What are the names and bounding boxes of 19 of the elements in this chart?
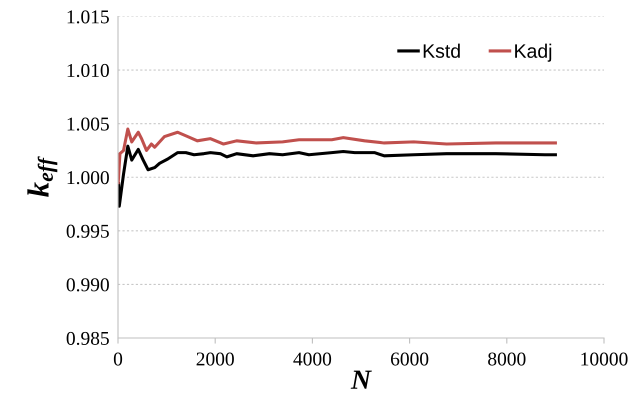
y-tick-label: 1.015: [68, 10, 109, 24]
line-series: [118, 144, 557, 208]
legend-label: Kstd: [424, 44, 460, 58]
x-tick-label: 6000: [390, 352, 428, 366]
x-axis-title: N: [350, 370, 372, 389]
y-tick-label: 0.990: [66, 278, 109, 292]
y-tick-label: 0.995: [66, 224, 109, 238]
y-axis-title: k$_{eff}$: [27, 156, 58, 197]
y-tick-label: 1.010: [68, 64, 109, 78]
x-tick-label: 0: [114, 352, 122, 366]
line-series: [118, 127, 557, 184]
x-tick-label: 4000: [293, 352, 332, 366]
x-tick-label: 8000: [488, 352, 526, 366]
x-tick-label: 10000: [581, 352, 628, 366]
legend-label: Kadj: [515, 44, 552, 62]
y-tick-label: 1.000: [68, 171, 109, 184]
x-tick-label: 2000: [196, 352, 234, 366]
y-tick-label: 1.005: [68, 117, 109, 131]
y-tick-label: 0.985: [66, 332, 109, 346]
